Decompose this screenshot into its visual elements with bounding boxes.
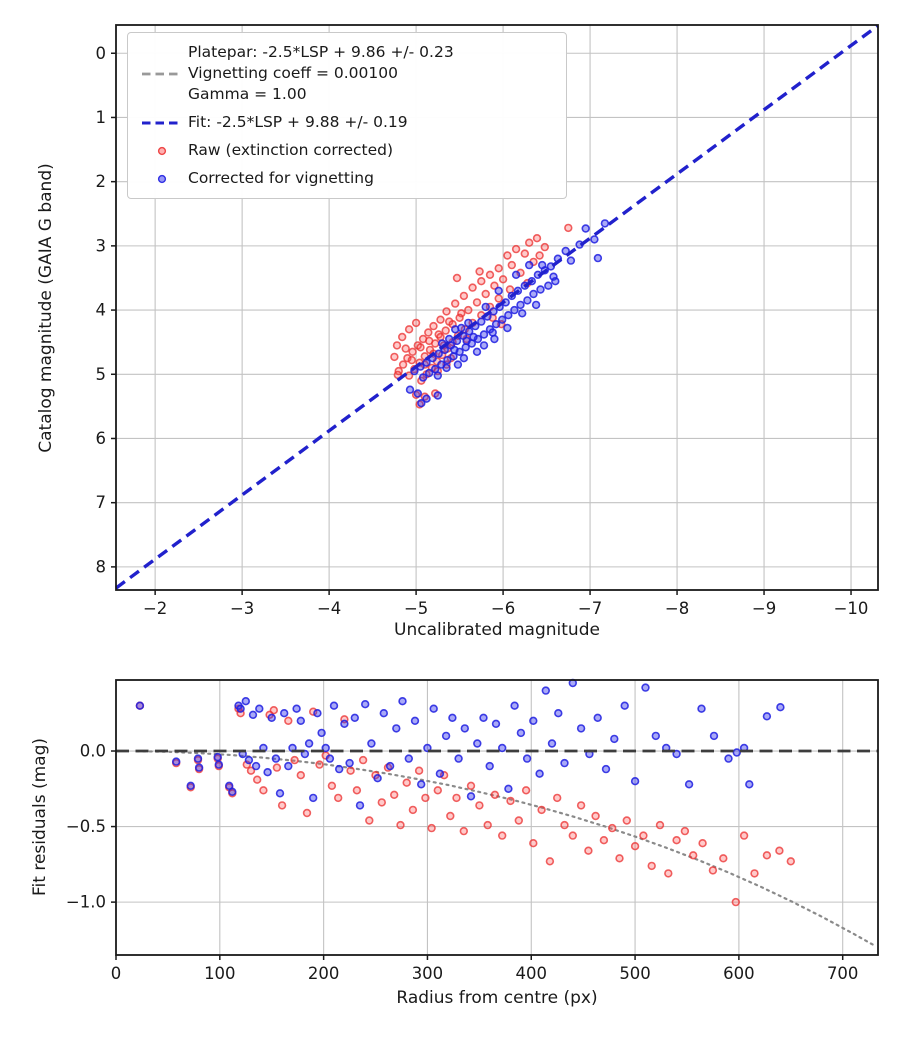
platepar-equation-text: Platepar: -2.5*LSP + 9.86 +/- 0.23 (188, 43, 454, 61)
svg-text:−10: −10 (834, 599, 869, 618)
svg-text:−2: −2 (143, 599, 167, 618)
svg-text:600: 600 (723, 964, 755, 983)
corrected-series-text: Corrected for vignetting (188, 169, 374, 187)
legend-box: Platepar: -2.5*LSP + 9.86 +/- 0.23 Vigne… (127, 32, 567, 199)
svg-text:200: 200 (308, 964, 340, 983)
tick-marks (111, 52, 852, 595)
svg-text:−8: −8 (665, 599, 689, 618)
svg-text:−3: −3 (230, 599, 254, 618)
svg-text:−5: −5 (404, 599, 428, 618)
blue-dot-icon (136, 172, 188, 186)
svg-text:−1.0: −1.0 (66, 893, 106, 912)
vignetting-coeff-text: Vignetting coeff = 0.00100 (188, 64, 398, 82)
red-dot-icon (136, 144, 188, 158)
legend-entry-raw-label: Raw (extinction corrected) (188, 140, 556, 161)
legend-entry-raw: Raw (extinction corrected) (136, 140, 556, 161)
svg-text:3: 3 (96, 236, 107, 255)
tick-marks (111, 750, 844, 960)
tick-labels: −2 −3 −4 −5 −6 −7 −8 −9 −10 0 1 2 3 4 5 6 7 8 (96, 44, 869, 618)
svg-text:−0.5: −0.5 (66, 817, 106, 836)
gray-dashed-line-icon (136, 67, 188, 81)
svg-text:8: 8 (96, 557, 107, 576)
top-x-axis-label: Uncalibrated magnitude (394, 620, 600, 640)
svg-text:0: 0 (96, 44, 107, 63)
raw-series-text: Raw (extinction corrected) (188, 141, 394, 159)
legend-entry-platepar: Platepar: -2.5*LSP + 9.86 +/- 0.23 Vigne… (136, 42, 556, 105)
svg-text:−9: −9 (752, 599, 776, 618)
svg-text:0: 0 (111, 964, 122, 983)
svg-text:0.0: 0.0 (80, 742, 106, 761)
fit-equation-text: Fit: -2.5*LSP + 9.88 +/- 0.19 (188, 113, 408, 131)
corrected-points (405, 219, 610, 408)
svg-text:700: 700 (827, 964, 859, 983)
svg-text:2: 2 (96, 172, 107, 191)
svg-text:4: 4 (96, 301, 107, 320)
svg-text:300: 300 (412, 964, 444, 983)
svg-text:100: 100 (204, 964, 236, 983)
legend-entry-corrected: Corrected for vignetting (136, 168, 556, 189)
legend-entry-fit: Fit: -2.5*LSP + 9.88 +/- 0.19 (136, 112, 556, 133)
svg-text:−7: −7 (578, 599, 602, 618)
fit-line (114, 24, 880, 590)
corrected-points (135, 678, 785, 810)
residuals-plot: 0 100 200 300 400 500 600 700 0.0 −0.5 −1.0 (66, 678, 879, 983)
bottom-y-axis-label: Fit residuals (mag) (30, 738, 50, 896)
gamma-text: Gamma = 1.00 (188, 85, 307, 103)
svg-text:−6: −6 (491, 599, 515, 618)
axes-spines (115, 679, 879, 956)
blue-dashed-line-icon (136, 116, 188, 130)
vignetting-model-curve (135, 750, 875, 947)
raw-points (390, 223, 573, 409)
bottom-x-axis-label: Radius from centre (px) (396, 988, 598, 1008)
svg-text:5: 5 (96, 365, 107, 384)
svg-text:6: 6 (96, 429, 107, 448)
legend-entry-corrected-label: Corrected for vignetting (188, 168, 556, 189)
raw-points (135, 701, 795, 907)
svg-text:1: 1 (96, 108, 107, 127)
legend-entry-platepar-label: Platepar: -2.5*LSP + 9.86 +/- 0.23 Vigne… (188, 42, 556, 105)
axes-spines (115, 24, 879, 591)
svg-text:−4: −4 (317, 599, 341, 618)
legend-entry-fit-label: Fit: -2.5*LSP + 9.88 +/- 0.19 (188, 112, 556, 133)
top-y-axis-label: Catalog magnitude (GAIA G band) (36, 163, 56, 453)
svg-text:400: 400 (516, 964, 548, 983)
svg-text:500: 500 (619, 964, 651, 983)
tick-labels: 0 100 200 300 400 500 600 700 0.0 −0.5 −1.0 (66, 742, 859, 983)
svg-text:7: 7 (96, 493, 107, 512)
